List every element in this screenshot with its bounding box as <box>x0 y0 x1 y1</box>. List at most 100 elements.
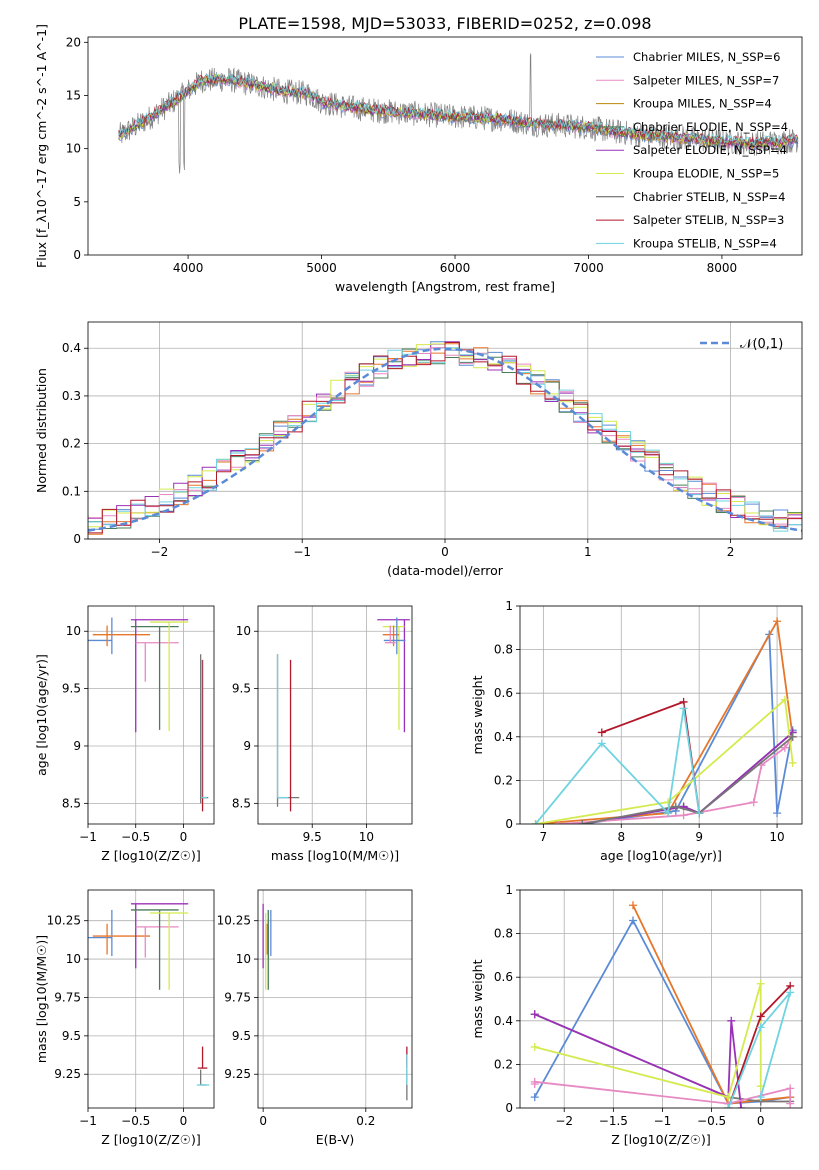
y-tick-label: 9.25 <box>54 1067 81 1081</box>
y-tick-label: 1 <box>505 883 513 897</box>
axes-frame <box>87 889 215 1109</box>
weight-marker <box>727 1016 736 1025</box>
legend-label: Kroupa ELODIE, N_SSP=5 <box>633 167 779 181</box>
weight-line <box>534 1013 742 1108</box>
y-tick-label: 0 <box>73 248 81 262</box>
plot-area <box>88 341 802 535</box>
y-tick-label: 0 <box>505 1101 513 1115</box>
legend: 𝒩(0,1) <box>700 337 783 352</box>
x-tick-label: 0 <box>180 830 188 844</box>
y-axis-label: mass weight <box>470 959 485 1038</box>
x-axis-label: Z [log10(Z/Z☉)] <box>101 848 201 863</box>
weight-marker <box>786 1084 795 1093</box>
axes: 0 0.2 9.25 9.5 9.75 10 10.25 E(B-V) <box>217 889 413 1147</box>
y-tick-label: 0.8 <box>494 927 513 941</box>
axes-frame <box>519 889 803 1109</box>
x-tick-label: −0.5 <box>121 1114 150 1128</box>
x-tick-label: 0 <box>180 1114 188 1128</box>
y-tick-label: 0.3 <box>62 389 81 403</box>
weight-marker <box>679 811 688 820</box>
x-axis-label: Z [log10(Z/Z☉)] <box>101 1132 201 1147</box>
weight-line <box>727 991 792 1108</box>
y-tick-label: 0 <box>505 817 513 831</box>
y-tick-label: 0.2 <box>494 773 513 787</box>
legend-label: Kroupa STELIB, N_SSP=4 <box>633 236 777 250</box>
x-tick-label: 0.2 <box>356 1114 375 1128</box>
legend-label: Kroupa MILES, N_SSP=4 <box>633 97 772 111</box>
x-tick-label: −0.5 <box>697 1114 726 1128</box>
y-tick-label: 9 <box>243 739 251 753</box>
legend-label: 𝒩(0,1) <box>740 337 783 352</box>
legend: Chabrier MILES, N_SSP=6 Salpeter MILES, N… <box>596 50 788 250</box>
weight-marker <box>664 809 673 818</box>
y-tick-label: 0.8 <box>494 643 513 657</box>
y-axis-label: mass [log10(M/M☉)] <box>34 935 49 1063</box>
weight-marker <box>780 743 789 752</box>
weight-line <box>558 736 794 824</box>
x-axis-label: (data-model)/error <box>387 563 504 578</box>
weight-marker <box>786 988 795 997</box>
axes: −2 −1.5 −1 −0.5 0 0 0.2 0.4 0.6 0.8 1 Z [log10(Z/Z☉… <box>470 883 803 1147</box>
y-tick-label: 10 <box>66 142 81 156</box>
y-tick-label: 10.25 <box>47 914 81 928</box>
axes-frame <box>87 36 803 256</box>
x-tick-label: 1 <box>584 545 592 559</box>
y-axis-label: age [log10(age/yr)] <box>34 654 49 776</box>
grid-lines <box>258 890 412 1108</box>
y-tick-label: 0.4 <box>62 341 81 355</box>
axes-frame <box>257 605 413 825</box>
weight-marker <box>773 809 782 818</box>
weight-marker <box>628 901 637 910</box>
axes-frame <box>519 605 803 825</box>
y-tick-label: 9.5 <box>232 1029 251 1043</box>
x-tick-label: 7 <box>540 830 548 844</box>
x-tick-label: 10 <box>359 830 374 844</box>
weight-marker <box>597 728 606 737</box>
y-tick-label: 9.75 <box>224 990 251 1004</box>
x-tick-label: −1 <box>293 545 311 559</box>
y-tick-label: 0.6 <box>494 686 513 700</box>
y-tick-label: 10 <box>66 952 81 966</box>
weight-marker <box>530 1093 539 1102</box>
figure-title: PLATE=1598, MJD=53033, FIBERID=0252, z=0… <box>238 14 651 33</box>
legend-label: Salpeter MILES, N_SSP=7 <box>633 73 779 87</box>
y-tick-label: 9.5 <box>62 682 81 696</box>
weight-marker <box>671 802 680 811</box>
mass-vs-extinction-panel: 0 0.2 9.25 9.5 9.75 10 10.25 E(B-V) <box>217 889 413 1147</box>
weight-marker <box>724 1093 733 1102</box>
x-axis-label: age [log10(age/yr)] <box>600 848 722 863</box>
weight-marker <box>578 820 587 824</box>
x-tick-label: −1 <box>79 1114 97 1128</box>
axes: 9.5 10 8.5 9 9.5 10 mass [log10(M/M☉)] <box>232 605 413 863</box>
plot-area <box>88 617 209 812</box>
weight-marker <box>788 758 797 767</box>
x-axis-label: E(B-V) <box>316 1132 355 1147</box>
mass-vs-metallicity-panel: −1 −0.5 0 9.25 9.5 9.75 10 10.25 Z [log10(Z/Z☉)]… <box>34 889 215 1147</box>
plot-area <box>118 53 799 174</box>
weight-marker <box>756 1012 765 1021</box>
x-tick-label: −0.5 <box>121 830 150 844</box>
weight-marker <box>724 1104 733 1108</box>
axes-frame <box>257 889 413 1109</box>
weight-marker <box>749 798 758 807</box>
weight-line <box>535 618 794 824</box>
y-tick-label: 10.25 <box>217 914 251 928</box>
spectrum-panel: 4000 5000 6000 7000 8000 0 5 10 15 20 wavelength [… <box>34 24 803 294</box>
weight-marker <box>679 704 688 713</box>
x-tick-label: 0 <box>259 1114 267 1128</box>
weight-vs-metallicity-panel: −2 −1.5 −1 −0.5 0 0 0.2 0.4 0.6 0.8 1 Z [log10(Z/Z☉… <box>470 883 803 1147</box>
y-axis-label: Flux [f_λ10^-17 erg cm^-2 s^-1 A^-1] <box>34 24 49 268</box>
y-tick-label: 1 <box>505 599 513 613</box>
weight-marker <box>531 820 540 824</box>
x-tick-label: 8 <box>617 830 625 844</box>
y-tick-label: 0.2 <box>62 437 81 451</box>
y-tick-label: 9.5 <box>232 682 251 696</box>
y-tick-label: 15 <box>66 88 81 102</box>
x-axis-label: mass [log10(M/M☉)] <box>271 848 399 863</box>
x-tick-label: 6000 <box>440 261 471 275</box>
axes: 4000 5000 6000 7000 8000 0 5 10 15 20 wavelength [… <box>34 24 803 294</box>
weight-marker <box>597 739 606 748</box>
weight-marker <box>530 1042 539 1051</box>
x-tick-label: 0 <box>441 545 449 559</box>
